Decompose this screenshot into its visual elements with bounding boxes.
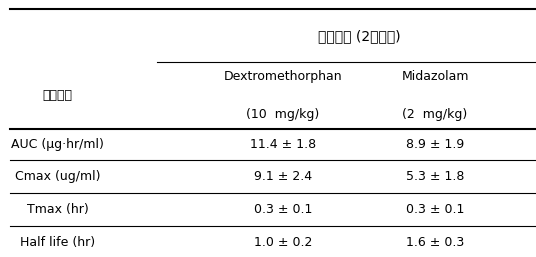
Text: 0.3 ± 0.1: 0.3 ± 0.1 <box>406 203 464 216</box>
Text: Tmax (hr): Tmax (hr) <box>27 203 88 216</box>
Text: AUC (μg·hr/ml): AUC (μg·hr/ml) <box>11 138 104 151</box>
Text: (2  mg/kg): (2 mg/kg) <box>403 108 467 121</box>
Text: 8.9 ± 1.9: 8.9 ± 1.9 <box>406 138 464 151</box>
Text: 9.1 ± 2.4: 9.1 ± 2.4 <box>254 170 312 183</box>
Text: 파라미터: 파라미터 <box>43 89 72 102</box>
Text: (10  mg/kg): (10 mg/kg) <box>247 108 319 121</box>
Text: 1.0 ± 0.2: 1.0 ± 0.2 <box>254 236 312 249</box>
Text: 5.3 ± 1.8: 5.3 ± 1.8 <box>406 170 464 183</box>
Text: Cmax (ug/ml): Cmax (ug/ml) <box>15 170 100 183</box>
Text: 표준물질 (2종선정): 표준물질 (2종선정) <box>318 29 400 43</box>
Text: Dextromethorphan: Dextromethorphan <box>224 70 343 83</box>
Text: Half life (hr): Half life (hr) <box>20 236 95 249</box>
Text: 1.6 ± 0.3: 1.6 ± 0.3 <box>406 236 464 249</box>
Text: 11.4 ± 1.8: 11.4 ± 1.8 <box>250 138 316 151</box>
Text: 0.3 ± 0.1: 0.3 ± 0.1 <box>254 203 312 216</box>
Text: Midazolam: Midazolam <box>401 70 469 83</box>
